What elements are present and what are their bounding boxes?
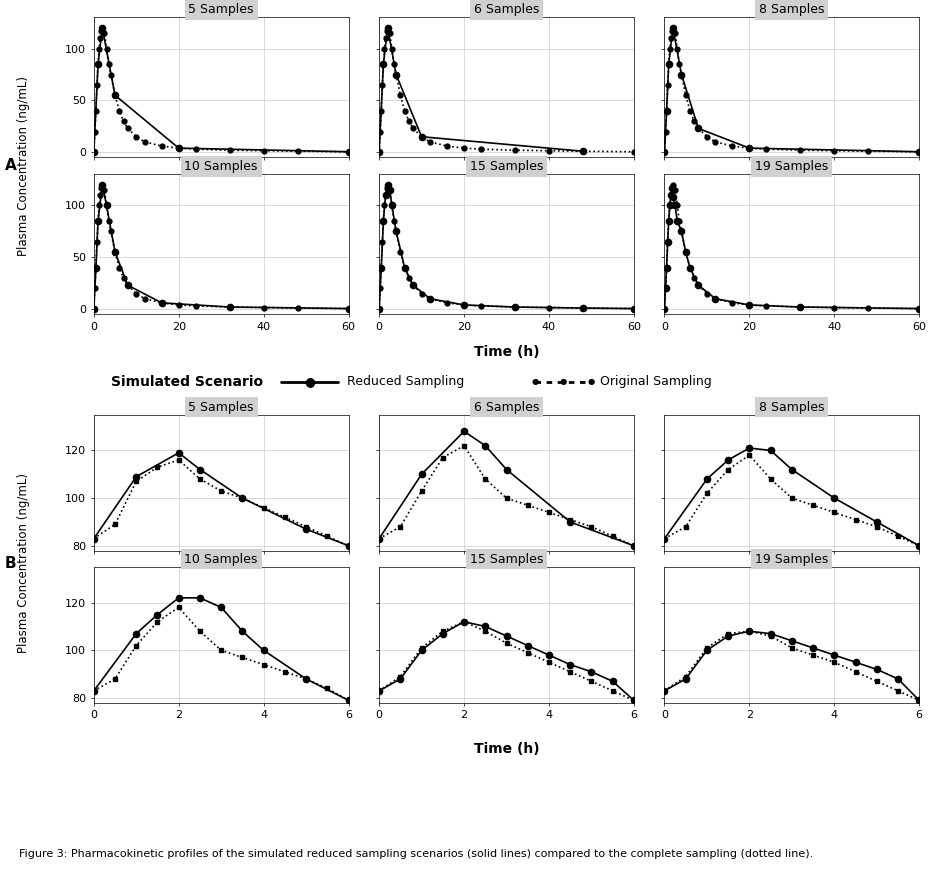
- Title: 15 Samples: 15 Samples: [470, 160, 543, 173]
- Text: Figure 3: Pharmacokinetic profiles of the simulated reduced sampling scenarios (: Figure 3: Pharmacokinetic profiles of th…: [19, 849, 813, 858]
- Title: 19 Samples: 19 Samples: [755, 553, 828, 566]
- Title: 6 Samples: 6 Samples: [474, 3, 539, 17]
- Text: —: —: [300, 373, 319, 391]
- Title: 6 Samples: 6 Samples: [474, 401, 539, 414]
- Text: ●: ●: [304, 375, 315, 388]
- Title: 5 Samples: 5 Samples: [189, 401, 254, 414]
- Title: 10 Samples: 10 Samples: [185, 553, 258, 566]
- Title: 8 Samples: 8 Samples: [759, 401, 825, 414]
- Title: 5 Samples: 5 Samples: [189, 3, 254, 17]
- Text: Time (h): Time (h): [474, 742, 539, 756]
- Text: Simulated Scenario: Simulated Scenario: [111, 375, 263, 389]
- Text: Plasma Concentration (ng/mL): Plasma Concentration (ng/mL): [17, 76, 30, 256]
- Title: 10 Samples: 10 Samples: [185, 160, 258, 173]
- Text: Plasma Concentration (ng/mL): Plasma Concentration (ng/mL): [17, 473, 30, 653]
- Text: Time (h): Time (h): [474, 345, 539, 359]
- Text: ●: ●: [559, 377, 567, 387]
- Text: Reduced Sampling: Reduced Sampling: [347, 375, 464, 388]
- Text: Original Sampling: Original Sampling: [600, 375, 712, 388]
- Text: ●: ●: [587, 377, 595, 387]
- Text: ●: ●: [531, 377, 538, 387]
- Text: B: B: [5, 555, 16, 571]
- Title: 8 Samples: 8 Samples: [759, 3, 825, 17]
- Title: 15 Samples: 15 Samples: [470, 553, 543, 566]
- Title: 19 Samples: 19 Samples: [755, 160, 828, 173]
- Text: A: A: [5, 158, 17, 174]
